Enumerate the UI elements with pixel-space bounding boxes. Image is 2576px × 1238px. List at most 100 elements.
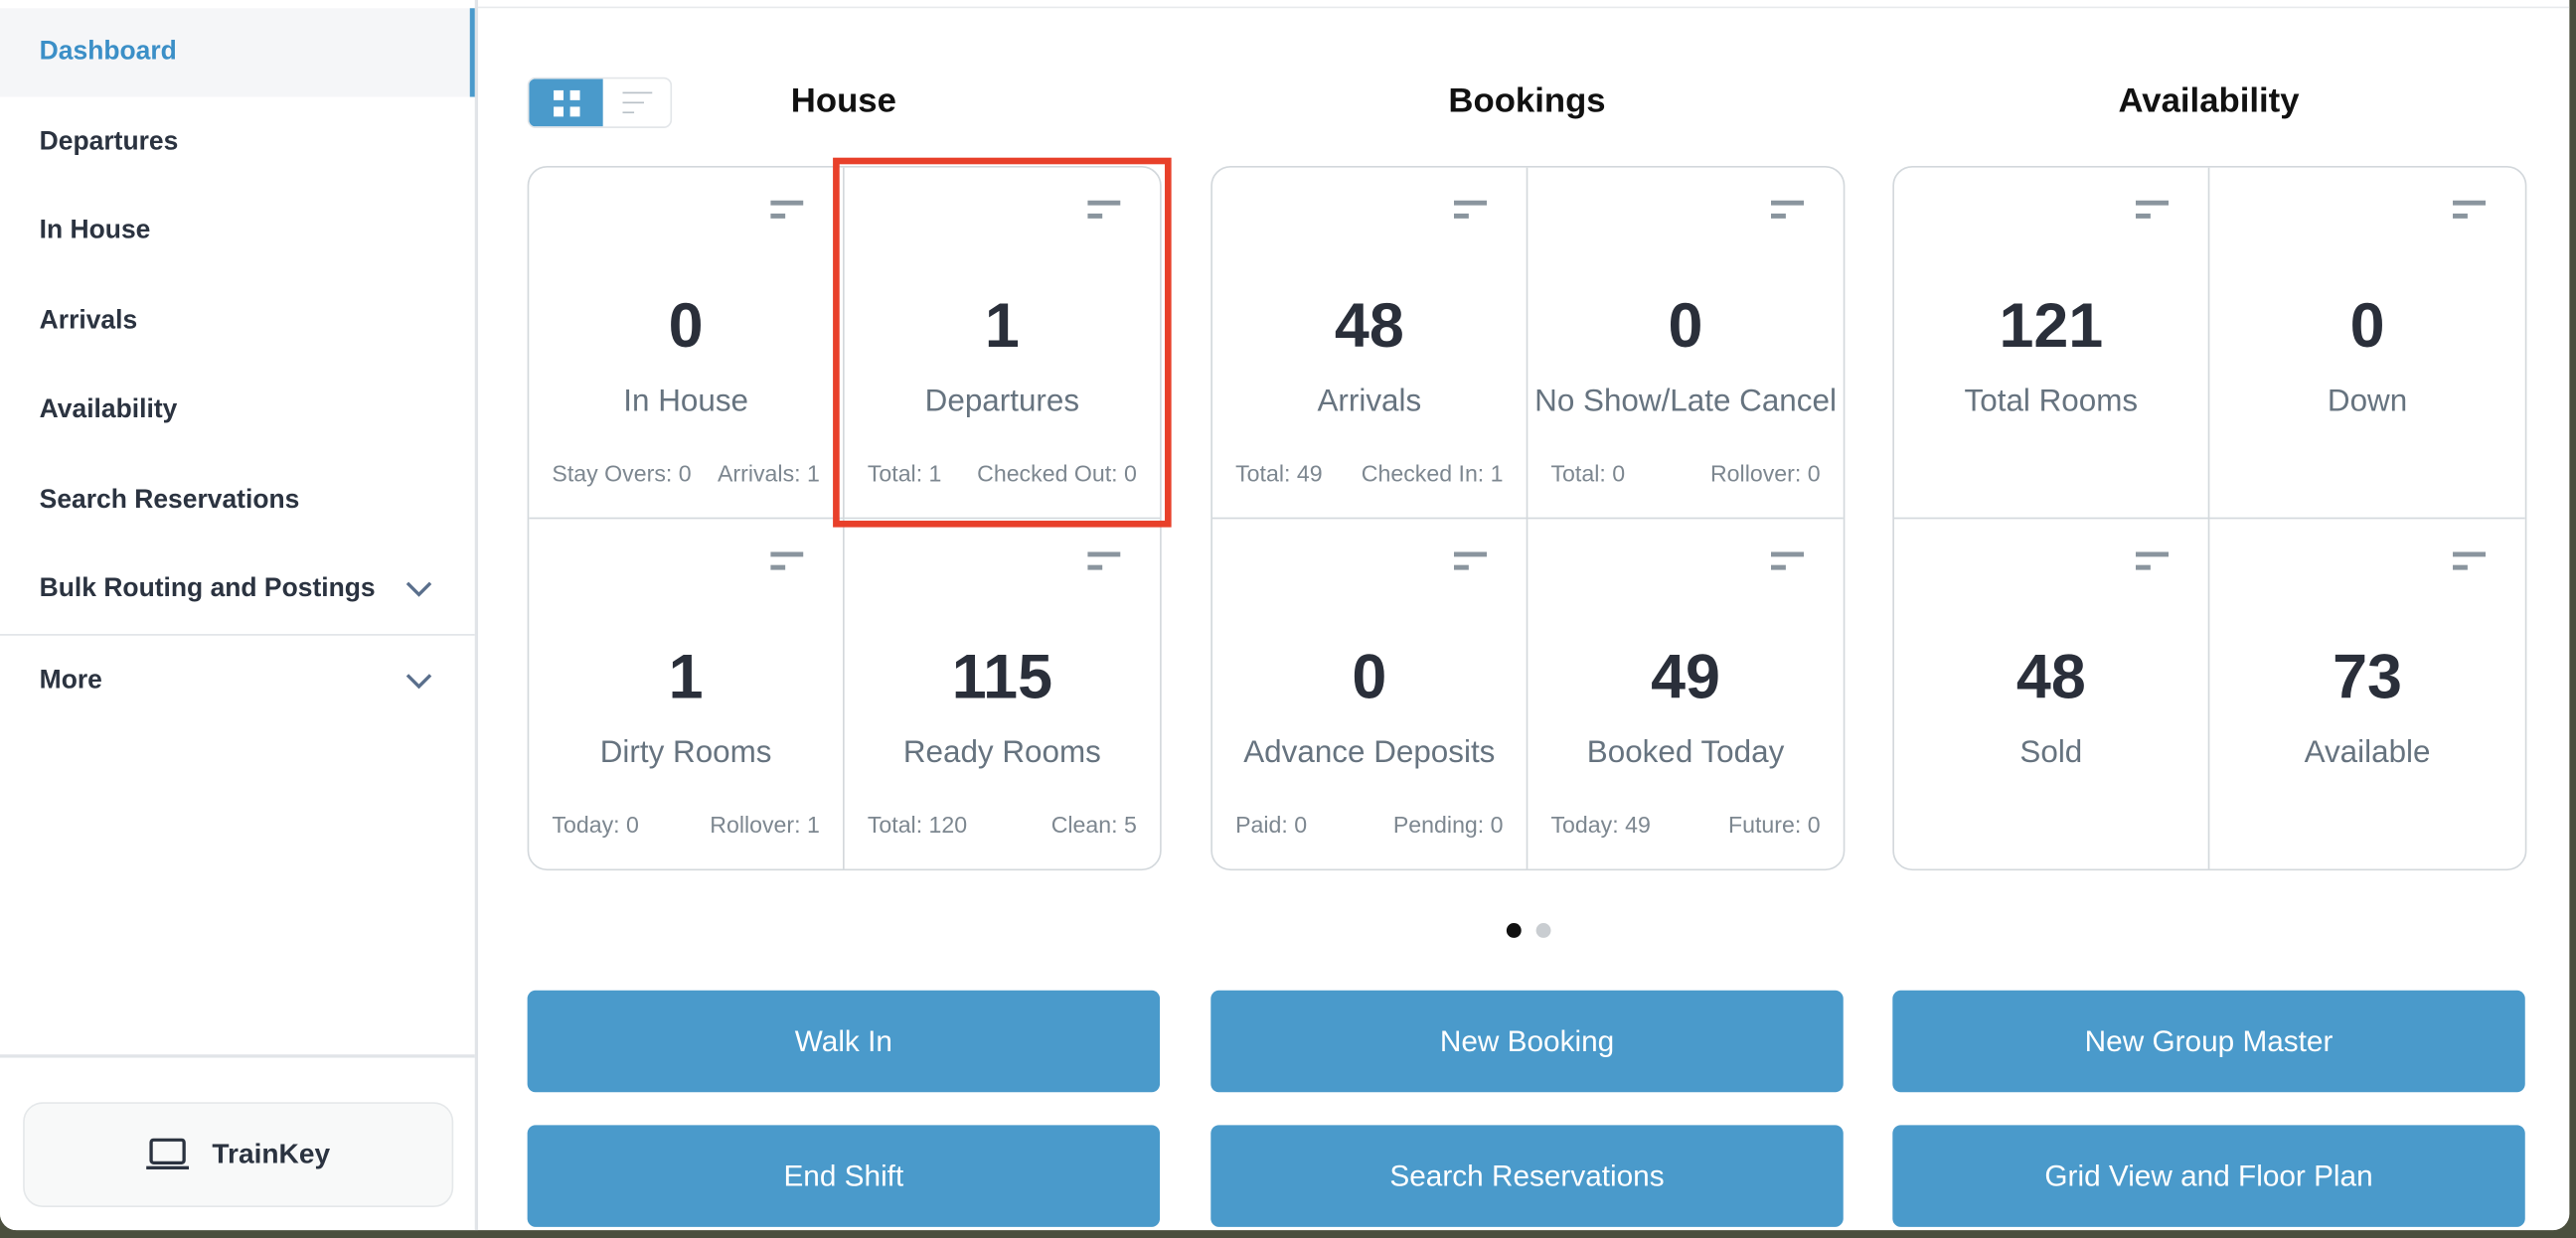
sidebar-item-label: Availability — [39, 395, 178, 424]
sidebar-item-search-reservations[interactable]: Search Reservations — [0, 457, 475, 545]
tile-label: Advance Deposits — [1243, 734, 1496, 770]
section-title-availability: Availability — [2118, 81, 2300, 120]
tile-dirty-rooms[interactable]: 1 Dirty Rooms Today: 0 Rollover: 1 — [529, 518, 845, 869]
list-icon — [621, 90, 652, 113]
filter-icon[interactable] — [770, 550, 804, 572]
section-card: 121 Total Rooms 0 Down 48 Sold 73 Availa… — [1892, 165, 2527, 871]
tile-label: Departures — [924, 384, 1080, 419]
filter-icon[interactable] — [1770, 550, 1805, 572]
tile-advance-deposits[interactable]: 0 Advance Deposits Paid: 0 Pending: 0 — [1212, 518, 1529, 869]
sidebar: Dashboard Departures In House Arrivals A… — [0, 0, 479, 1231]
tile-value: 48 — [2015, 643, 2086, 712]
trainkey-button[interactable]: TrainKey — [23, 1102, 454, 1207]
sidebar-item-label: Arrivals — [39, 307, 138, 336]
filter-icon[interactable] — [1087, 550, 1121, 572]
tile-detail: Checked Out: 0 — [977, 459, 1137, 487]
tile-detail: Arrivals: 1 — [717, 459, 820, 487]
tile-detail: Stay Overs: 0 — [552, 459, 692, 487]
filter-icon[interactable] — [1770, 200, 1805, 222]
tile-value: 1 — [668, 643, 704, 712]
sidebar-item-departures[interactable]: Departures — [0, 98, 475, 187]
sidebar-item-label: Search Reservations — [39, 486, 300, 515]
tile-detail: Total: 120 — [867, 810, 968, 838]
tile-label: Total Rooms — [1964, 384, 2139, 419]
tile-details: Total: 49 Checked In: 1 — [1235, 460, 1503, 486]
tile-detail: Paid: 0 — [1235, 810, 1308, 838]
tile-value: 49 — [1651, 643, 1720, 712]
filter-icon[interactable] — [1453, 200, 1488, 222]
chevron-down-icon — [405, 581, 432, 597]
filter-icon[interactable] — [2135, 550, 2170, 572]
view-toggle[interactable] — [527, 77, 673, 128]
filter-icon[interactable] — [770, 200, 804, 222]
trainkey-label: TrainKey — [212, 1138, 331, 1169]
sidebar-item-label: Departures — [39, 127, 179, 157]
section-card: 48 Arrivals Total: 49 Checked In: 1 0 No … — [1210, 165, 1846, 871]
tile-detail: Today: 49 — [1550, 810, 1651, 838]
walk-in-button[interactable]: Walk In — [527, 990, 1161, 1093]
tile-ready-rooms[interactable]: 115 Ready Rooms Total: 120 Clean: 5 — [845, 519, 1160, 869]
sidebar-item-availability[interactable]: Availability — [0, 367, 475, 455]
tile-sold[interactable]: 48 Sold — [1894, 518, 2210, 869]
tile-total-rooms[interactable]: 121 Total Rooms — [1893, 167, 2210, 519]
tile-detail: Total: 1 — [867, 459, 942, 487]
grid-view-button[interactable] — [529, 78, 603, 127]
tile-value: 115 — [951, 643, 1053, 712]
tile-detail: Pending: 0 — [1392, 810, 1504, 838]
tile-detail: Total: 49 — [1235, 459, 1323, 487]
grid-icon — [553, 89, 579, 116]
sidebar-item-arrivals[interactable]: Arrivals — [0, 277, 475, 366]
new-booking-button[interactable]: New Booking — [1210, 990, 1844, 1093]
tile-in-house[interactable]: 0 In House Stay Overs: 0 Arrivals: 1 — [529, 167, 845, 519]
filter-icon[interactable] — [2453, 200, 2487, 222]
tile-no-show-late-cancel[interactable]: 0 No Show/Late Cancel Total: 0 Rollover: … — [1528, 168, 1844, 519]
tile-down[interactable]: 0 Down — [2209, 168, 2525, 519]
section-title-bookings: Bookings — [1448, 81, 1606, 120]
end-shift-button[interactable]: End Shift — [527, 1125, 1161, 1227]
sidebar-item-bulk-routing[interactable]: Bulk Routing and Postings — [0, 545, 475, 634]
tile-value: 0 — [1352, 643, 1387, 712]
tile-arrivals[interactable]: 48 Arrivals Total: 49 Checked In: 1 — [1211, 167, 1529, 519]
tile-details: Total: 1 Checked Out: 0 — [868, 460, 1137, 486]
tile-detail: Future: 0 — [1727, 810, 1821, 838]
tile-details: Total: 0 Rollover: 0 — [1550, 460, 1820, 486]
tile-details: Today: 0 Rollover: 1 — [552, 811, 819, 837]
filter-icon[interactable] — [2453, 550, 2487, 572]
tile-value: 48 — [1334, 292, 1404, 362]
sidebar-item-more[interactable]: More — [0, 637, 475, 725]
sidebar-item-dashboard[interactable]: Dashboard — [0, 8, 475, 97]
tile-label: Sold — [2019, 734, 2083, 770]
laptop-icon — [146, 1138, 190, 1169]
tile-detail: Today: 0 — [552, 810, 639, 838]
section-title-house: House — [790, 81, 896, 120]
tile-departures[interactable]: 1 Departures Total: 1 Checked Out: 0 — [844, 168, 1161, 519]
sidebar-item-label: Bulk Routing and Postings — [39, 574, 376, 603]
filter-icon[interactable] — [2135, 200, 2170, 222]
tile-available[interactable]: 73 Available — [2209, 519, 2524, 869]
tile-detail: Rollover: 0 — [1709, 459, 1821, 487]
tile-label: Arrivals — [1317, 384, 1422, 419]
tile-details: Today: 49 Future: 0 — [1550, 811, 1820, 837]
sidebar-item-in-house[interactable]: In House — [0, 187, 475, 275]
filter-icon[interactable] — [1087, 200, 1121, 222]
sidebar-divider — [0, 634, 475, 636]
tile-label: Down — [2327, 384, 2408, 419]
search-reservations-button[interactable]: Search Reservations — [1210, 1125, 1844, 1227]
sidebar-item-label: More — [39, 667, 102, 696]
list-view-button[interactable] — [603, 78, 671, 126]
tile-label: No Show/Late Cancel — [1534, 384, 1837, 419]
tile-booked-today[interactable]: 49 Booked Today Today: 49 Future: 0 — [1528, 519, 1843, 869]
tile-value: 121 — [1999, 292, 2104, 362]
pagination-dot[interactable] — [1535, 923, 1551, 938]
tile-label: Ready Rooms — [902, 734, 1101, 770]
tile-value: 0 — [668, 292, 704, 362]
new-group-master-button[interactable]: New Group Master — [1892, 990, 2525, 1093]
tile-value: 73 — [2333, 643, 2403, 712]
tile-value: 0 — [2349, 292, 2385, 362]
grid-view-and-floor-plan-button[interactable]: Grid View and Floor Plan — [1892, 1125, 2525, 1227]
pagination-dot-active[interactable] — [1506, 923, 1522, 938]
tile-details: Stay Overs: 0 Arrivals: 1 — [552, 460, 819, 486]
tile-details: Total: 120 Clean: 5 — [868, 811, 1137, 837]
filter-icon[interactable] — [1453, 550, 1488, 572]
tile-label: Booked Today — [1586, 734, 1785, 770]
